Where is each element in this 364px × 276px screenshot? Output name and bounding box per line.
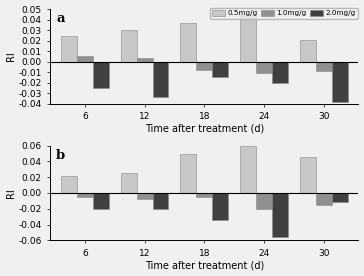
Bar — [196, 193, 212, 197]
Bar — [240, 15, 256, 62]
Bar — [153, 193, 169, 209]
Bar — [136, 193, 153, 199]
Bar — [136, 59, 153, 62]
Legend: 0.5mg/g, 1.0mg/g, 2.0mg/g: 0.5mg/g, 1.0mg/g, 2.0mg/g — [210, 8, 358, 18]
Bar — [332, 193, 348, 203]
Bar — [77, 193, 93, 197]
Bar — [93, 62, 109, 88]
Y-axis label: RI: RI — [5, 188, 16, 198]
X-axis label: Time after treatment (d): Time after treatment (d) — [145, 261, 264, 270]
Text: b: b — [56, 148, 66, 161]
Bar — [212, 62, 228, 78]
Bar — [256, 193, 272, 209]
Bar — [181, 153, 196, 193]
Bar — [332, 62, 348, 102]
Bar — [300, 39, 316, 62]
Bar — [121, 173, 136, 193]
Bar — [240, 146, 256, 193]
Bar — [121, 30, 136, 62]
Bar — [61, 176, 77, 193]
Bar — [196, 62, 212, 70]
Bar — [153, 62, 169, 97]
Bar — [77, 56, 93, 62]
Bar — [272, 193, 288, 237]
Bar — [316, 193, 332, 205]
Bar — [61, 36, 77, 62]
Text: a: a — [56, 12, 65, 25]
Bar — [316, 62, 332, 71]
Bar — [272, 62, 288, 83]
Bar — [256, 62, 272, 73]
Bar — [212, 193, 228, 220]
Bar — [300, 157, 316, 193]
X-axis label: Time after treatment (d): Time after treatment (d) — [145, 124, 264, 134]
Bar — [181, 23, 196, 62]
Bar — [93, 193, 109, 209]
Y-axis label: RI: RI — [5, 52, 16, 61]
